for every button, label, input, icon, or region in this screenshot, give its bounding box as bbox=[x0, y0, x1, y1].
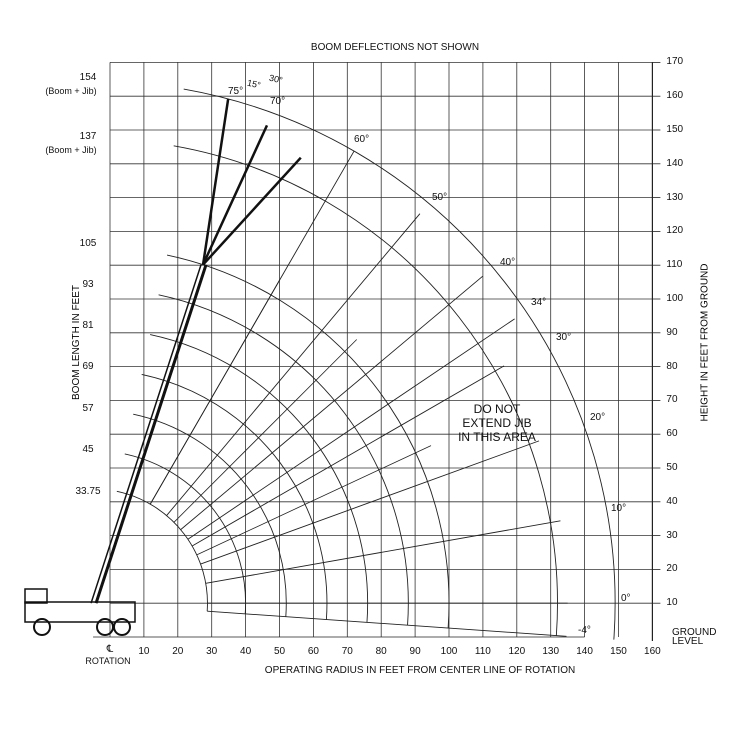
jib bbox=[201, 124, 269, 266]
angle-label-10: 10° bbox=[611, 503, 627, 514]
y-tick-label: 150 bbox=[666, 124, 684, 135]
y-tick-label: 70 bbox=[666, 394, 678, 406]
angle-label-50: 50° bbox=[432, 192, 448, 203]
boom-length-arc bbox=[158, 294, 409, 626]
jib bbox=[201, 98, 230, 265]
y-tick-label: 120 bbox=[666, 225, 684, 237]
y-tick-label: 90 bbox=[666, 326, 678, 338]
y-tick-label: 110 bbox=[666, 259, 683, 271]
x-tick-label: 100 bbox=[440, 646, 458, 657]
truck-wheel bbox=[113, 618, 131, 636]
x-tick-label: 140 bbox=[576, 646, 593, 657]
boom-length-arc bbox=[173, 145, 558, 636]
boom-angle-line bbox=[207, 610, 567, 637]
boom-length-arc bbox=[141, 373, 328, 620]
warning-line-3: IN THIS AREA bbox=[458, 430, 536, 444]
x-tick-label: 130 bbox=[542, 646, 560, 657]
y-tick-label: 60 bbox=[666, 428, 678, 440]
truck-cab bbox=[24, 588, 48, 604]
boom-length-69: 69 bbox=[82, 361, 94, 372]
x-tick-label: 110 bbox=[474, 646, 491, 657]
boom-length-105: 105 bbox=[79, 238, 97, 249]
y-tick-label: 140 bbox=[666, 157, 684, 169]
boom-length-45: 45 bbox=[82, 444, 94, 455]
jib-angle-75: 75° bbox=[228, 86, 244, 97]
boom-length-137: 137 bbox=[79, 131, 97, 142]
angle-label-30: 30° bbox=[556, 332, 572, 343]
x-tick-label: 40 bbox=[240, 646, 252, 657]
warning-line-1: DO NOT bbox=[473, 402, 521, 416]
y-axis-title: HEIGHT IN FEET FROM GROUND bbox=[699, 263, 711, 422]
boom-length-arc bbox=[116, 490, 208, 612]
angle-label-34: 34° bbox=[531, 297, 547, 308]
warning-line-2: EXTEND JIB bbox=[462, 416, 532, 430]
x-tick-label: 70 bbox=[341, 646, 353, 657]
boom-angle-line bbox=[180, 275, 483, 531]
x-tick-label: 30 bbox=[206, 646, 218, 657]
angle-label-60: 60° bbox=[354, 134, 370, 145]
radial-line bbox=[173, 339, 358, 523]
boom-angle-line bbox=[200, 440, 540, 565]
x-tick-label: 80 bbox=[375, 646, 387, 657]
boom-length-arc bbox=[150, 334, 369, 623]
y-tick-label: 40 bbox=[666, 495, 678, 507]
angle-label-40: 40° bbox=[500, 257, 516, 268]
jib-angle-70: 70° bbox=[270, 96, 286, 107]
x-tick-label: 90 bbox=[409, 646, 421, 657]
boom-length-93: 93 bbox=[82, 279, 94, 290]
warning-text: DO NOT EXTEND JIB IN THIS AREA bbox=[458, 402, 536, 444]
boom-length-arc bbox=[183, 88, 616, 640]
boom-length-title: BOOM LENGTH IN FEET bbox=[71, 284, 83, 401]
truck-body bbox=[24, 601, 136, 623]
x-tick-label: 50 bbox=[273, 646, 286, 657]
boom-edge bbox=[90, 264, 202, 604]
boom-angle-line bbox=[205, 520, 561, 584]
ground-label: GROUND bbox=[672, 627, 717, 638]
diagram-title: BOOM DEFLECTIONS NOT SHOWN bbox=[310, 42, 480, 53]
x-axis-title: OPERATING RADIUS IN FEET FROM CENTER LIN… bbox=[264, 665, 576, 676]
x-tick-label: 10 bbox=[138, 646, 150, 657]
radial-line bbox=[196, 445, 432, 556]
jib-note-137: (Boom + Jib) bbox=[45, 145, 97, 155]
boom-length-arc bbox=[124, 453, 247, 614]
boom bbox=[94, 264, 208, 604]
centerline-symbol: ℄ bbox=[106, 644, 114, 655]
y-tick-label: 80 bbox=[666, 360, 678, 372]
y-tick-label: 50 bbox=[666, 462, 678, 473]
y-tick-label: 130 bbox=[666, 191, 684, 203]
y-tick-label: 20 bbox=[666, 563, 678, 575]
boom-length-57: 57 bbox=[82, 403, 94, 414]
boom-length-arc bbox=[133, 413, 287, 617]
y-tick-label: 160 bbox=[666, 90, 684, 102]
truck-wheel bbox=[33, 618, 51, 636]
angle-label-0: 0° bbox=[621, 593, 631, 604]
jib-note-154: (Boom + Jib) bbox=[45, 86, 97, 96]
rotation-label: ROTATION bbox=[85, 656, 131, 666]
boom-angle-line bbox=[187, 318, 515, 540]
jib bbox=[202, 156, 302, 266]
x-tick-label: 150 bbox=[610, 646, 627, 657]
boom-angle-line bbox=[166, 213, 421, 516]
x-tick-label: 120 bbox=[508, 646, 526, 657]
y-tick-label: 170 bbox=[666, 56, 684, 68]
y-tick-label: 100 bbox=[666, 293, 684, 304]
boom-length-33-75: 33.75 bbox=[75, 486, 101, 497]
level-label: LEVEL bbox=[672, 636, 704, 647]
y-tick-label: 30 bbox=[666, 529, 678, 541]
angle-label-neg4: -4° bbox=[578, 625, 591, 636]
x-tick-label: 60 bbox=[307, 646, 319, 657]
angle-label-20: 20° bbox=[590, 412, 606, 423]
radial-line bbox=[149, 280, 280, 505]
y-tick-label: 10 bbox=[666, 597, 678, 609]
boom-angle-line bbox=[191, 365, 505, 547]
x-tick-label: 160 bbox=[644, 646, 661, 657]
x-tick-label: 20 bbox=[172, 646, 184, 657]
boom-length-81: 81 bbox=[82, 320, 94, 331]
boom-length-arc bbox=[166, 254, 450, 629]
boom-length-154: 154 bbox=[79, 72, 97, 83]
